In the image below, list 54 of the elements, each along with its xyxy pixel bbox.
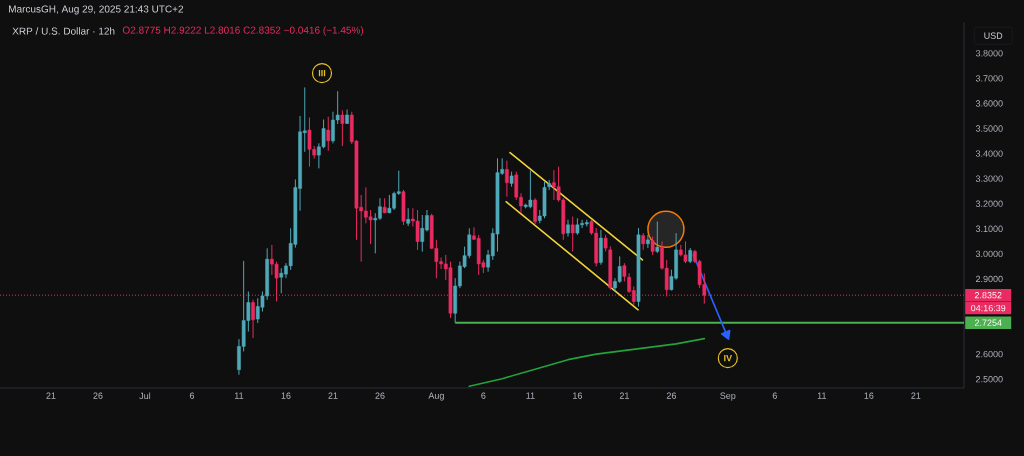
ref-line-label: 2.7254 xyxy=(974,319,1002,326)
y-tick-label: 3.4000 xyxy=(975,150,1003,157)
x-tick-label: 11 xyxy=(234,392,244,399)
y-tick-label: 3.2000 xyxy=(975,200,1003,207)
candlestick xyxy=(650,236,655,256)
candlestick xyxy=(646,234,650,249)
text: MarcusGH, Aug 29, 2025 21:43 UTC+2 xyxy=(9,5,184,15)
candlestick xyxy=(420,214,425,253)
y-tick-label: 2.5000 xyxy=(975,376,1003,383)
candlestick xyxy=(655,221,660,254)
ref-line-label: 2.8352 xyxy=(974,292,1002,299)
x-tick-label: 6 xyxy=(189,392,195,399)
x-tick-label: 16 xyxy=(864,392,874,399)
chart-title: XRP / U.S. Dollar · 12h xyxy=(12,27,115,35)
x-tick-label: Sep xyxy=(720,392,736,401)
y-tick-label: 3.7000 xyxy=(975,75,1003,82)
y-axis-title: USD xyxy=(984,32,1003,39)
candlestick xyxy=(307,117,312,168)
y-tick-label: 3.0000 xyxy=(975,250,1003,258)
x-tick-label: 6 xyxy=(772,392,777,399)
candlestick xyxy=(505,160,509,198)
x-tick-label: 26 xyxy=(666,392,677,399)
y-tick-label: 3.1000 xyxy=(975,225,1003,232)
x-tick-label: 26 xyxy=(93,392,103,399)
candlestick xyxy=(326,116,331,152)
y-tick-label: 3.3000 xyxy=(975,175,1003,182)
x-tick-label: 21 xyxy=(911,392,921,399)
x-tick-label: 6 xyxy=(481,392,486,399)
x-tick-label: Aug xyxy=(428,392,444,401)
candlestick xyxy=(533,197,537,225)
annotation: III xyxy=(318,70,326,77)
x-tick-label: 21 xyxy=(46,392,56,399)
y-tick-label: 2.6000 xyxy=(975,350,1003,358)
x-tick-label: 21 xyxy=(619,392,629,399)
chart-subtitle: O2.8775 H2.9222 L2.8016 C2.8352 −0.0416 (−1.45%) xyxy=(122,26,364,36)
candlestick xyxy=(570,216,575,252)
candlestick xyxy=(683,240,688,264)
x-tick-label: 11 xyxy=(817,392,827,399)
x-tick-label: 11 xyxy=(526,392,535,399)
text: 04:16:39 xyxy=(971,304,1006,312)
y-tick-label: 2.9000 xyxy=(975,275,1003,283)
candlestick xyxy=(279,267,284,294)
y-tick-label: 3.6000 xyxy=(975,100,1003,107)
candlestick xyxy=(251,299,255,339)
x-tick-label: 16 xyxy=(281,392,291,399)
y-tick-label: 3.8000 xyxy=(975,50,1003,57)
candlestick xyxy=(415,209,420,251)
x-tick-label: Jul xyxy=(139,392,151,400)
annotation: IV xyxy=(724,355,732,362)
x-tick-label: 21 xyxy=(328,392,338,399)
y-tick-label: 3.5000 xyxy=(975,125,1003,132)
candlestick xyxy=(340,109,345,147)
x-tick-label: 26 xyxy=(375,392,385,399)
x-tick-label: 16 xyxy=(573,392,582,399)
